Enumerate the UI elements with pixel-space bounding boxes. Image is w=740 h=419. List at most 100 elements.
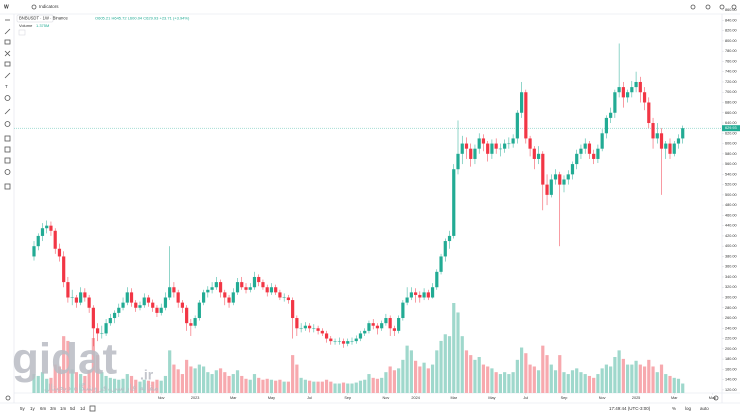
candle-body — [96, 328, 100, 334]
range-button[interactable]: 6m — [40, 406, 47, 411]
volume-bar — [418, 366, 422, 393]
date-range-icon[interactable] — [89, 405, 96, 412]
candle-body — [570, 164, 575, 175]
candle-body — [274, 287, 278, 293]
range-button[interactable]: 1d — [80, 406, 86, 411]
candle-body — [324, 333, 329, 339]
volume-bar — [320, 381, 324, 393]
top-icon[interactable] — [705, 4, 711, 10]
y-tick-label: 440.00 — [725, 224, 737, 228]
auto-toggle[interactable]: auto — [700, 406, 709, 411]
candle-body — [681, 128, 685, 139]
x-tick-label: 2023 — [191, 396, 199, 400]
tool[interactable] — [4, 28, 11, 35]
volume-bar — [274, 380, 278, 393]
y-tick-label: 780.00 — [725, 49, 737, 53]
y-tick-label: 820.00 — [725, 29, 737, 33]
candle-body — [659, 133, 664, 149]
candle-body — [532, 148, 536, 159]
volume-bar — [549, 364, 553, 393]
tool[interactable] — [4, 39, 11, 45]
candle-body — [341, 341, 346, 344]
volume-bar — [333, 383, 337, 393]
candle-body — [613, 92, 617, 113]
tool[interactable] — [4, 72, 11, 79]
volume-bar — [642, 366, 647, 393]
log-toggle[interactable]: log — [685, 406, 692, 411]
tool[interactable]: T — [5, 84, 8, 89]
tool[interactable] — [4, 61, 11, 67]
tool[interactable] — [4, 146, 11, 153]
candle-body — [397, 318, 401, 331]
candle-body — [210, 287, 214, 290]
collapse-button[interactable] — [18, 29, 26, 36]
range-button[interactable]: 5d — [70, 406, 76, 411]
candle-body — [587, 143, 592, 154]
volume-bar — [634, 360, 638, 393]
y-tick-label: 860.00 — [725, 8, 737, 12]
volume-bar — [206, 372, 210, 393]
symbol[interactable]: BNBUSDT · 1W · Binance — [19, 16, 68, 21]
candle-body — [626, 92, 630, 98]
candle-body — [392, 328, 396, 331]
volume-bar — [151, 381, 155, 393]
tool[interactable] — [4, 50, 11, 57]
tool[interactable] — [4, 108, 11, 115]
symbol-box[interactable] — [16, 14, 54, 23]
volume-bar — [621, 358, 625, 393]
candle-body — [79, 292, 83, 303]
top-icon[interactable] — [731, 4, 737, 10]
x-tick-label: Mar — [450, 396, 457, 400]
candle-body — [36, 235, 40, 247]
tool[interactable] — [4, 183, 11, 190]
candle-body — [121, 302, 125, 308]
range-button[interactable]: 1y — [30, 406, 36, 411]
indicators-button[interactable]: Indicators — [39, 4, 59, 9]
candle-body — [57, 248, 62, 257]
range-button[interactable]: 5y — [20, 406, 26, 411]
y-tick-label: 600.00 — [725, 142, 737, 146]
volume-bar — [189, 366, 193, 393]
volume-bar — [536, 370, 541, 393]
tool[interactable] — [4, 95, 11, 101]
range-button[interactable]: 1m — [60, 406, 67, 411]
volume-bar — [74, 372, 78, 393]
volume-bar — [257, 377, 261, 393]
watermark-brand: gidat — [12, 335, 117, 384]
candle-body — [244, 287, 248, 290]
tool[interactable] — [4, 157, 11, 164]
volume-bar — [592, 377, 596, 393]
tool[interactable] — [4, 135, 11, 142]
top-icon[interactable] — [690, 4, 696, 10]
goto-icon[interactable] — [5, 395, 11, 401]
candle-body — [159, 307, 163, 313]
candle-body — [227, 297, 231, 303]
logo[interactable]: W — [4, 4, 9, 10]
y-tick-label: 180.00 — [725, 357, 737, 361]
y-tick-label: 360.00 — [725, 265, 737, 269]
tool[interactable] — [4, 169, 11, 175]
volume-bar — [456, 312, 460, 393]
range-button[interactable]: 3m — [50, 406, 57, 411]
top-icon[interactable] — [719, 4, 725, 10]
tool[interactable] — [4, 121, 11, 127]
x-tick-label: Jul — [523, 396, 528, 400]
volume-bar — [108, 377, 112, 393]
candle-body — [609, 112, 613, 118]
y-tick-label: 120.00 — [725, 388, 737, 392]
percent-toggle[interactable]: % — [672, 406, 676, 411]
volume-bar — [655, 372, 659, 393]
volume-bar — [87, 370, 91, 393]
candle-body — [371, 323, 375, 326]
volume-bar — [430, 364, 435, 393]
indicators-icon[interactable] — [31, 4, 37, 10]
settings-icon[interactable] — [713, 395, 719, 401]
volume-bar — [558, 355, 562, 393]
candle-body — [426, 292, 430, 298]
candle-body — [197, 302, 201, 319]
candle-body — [524, 92, 528, 139]
volume-bar — [477, 357, 481, 393]
volume-bar — [121, 378, 125, 393]
candle-body — [558, 174, 562, 185]
